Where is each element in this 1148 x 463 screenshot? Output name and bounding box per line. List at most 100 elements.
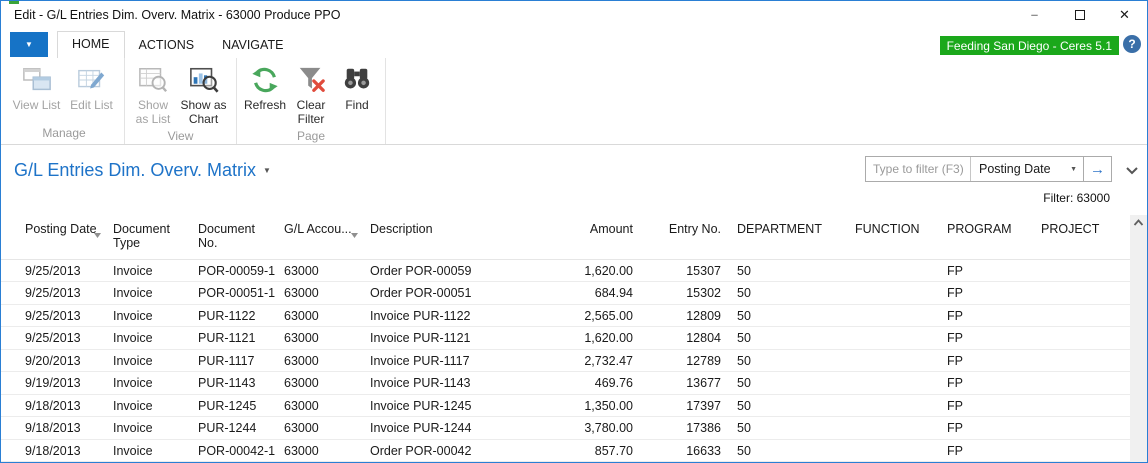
cell-function[interactable] bbox=[847, 416, 939, 440]
cell-department[interactable]: 50 bbox=[729, 349, 847, 373]
cell-function[interactable] bbox=[847, 394, 939, 418]
cell-function[interactable] bbox=[847, 281, 939, 305]
cell-document_type[interactable]: Invoice bbox=[105, 349, 190, 373]
cell-department[interactable]: 50 bbox=[729, 326, 847, 350]
vertical-scrollbar[interactable] bbox=[1130, 215, 1147, 462]
cell-function[interactable] bbox=[847, 304, 939, 328]
cell-posting_date[interactable]: 9/20/2013 bbox=[17, 349, 105, 373]
col-project[interactable]: PROJECT bbox=[1033, 215, 1130, 260]
cell-posting_date[interactable]: 9/19/2013 bbox=[17, 371, 105, 395]
col-gl-account[interactable]: G/L Accou... bbox=[276, 215, 362, 260]
cell-department[interactable]: 50 bbox=[729, 304, 847, 328]
cell-program[interactable]: FP bbox=[939, 326, 1033, 350]
cell-project[interactable] bbox=[1033, 349, 1130, 373]
show-as-list-button[interactable]: Show as List bbox=[130, 63, 176, 128]
cell-gl_account[interactable]: 63000 bbox=[276, 416, 362, 440]
cell-gl_account[interactable]: 63000 bbox=[276, 394, 362, 418]
cell-function[interactable] bbox=[847, 259, 939, 283]
cell-gl_account[interactable]: 63000 bbox=[276, 259, 362, 283]
cell-posting_date[interactable]: 9/25/2013 bbox=[17, 281, 105, 305]
tab-home[interactable]: HOME bbox=[57, 31, 125, 58]
cell-program[interactable]: FP bbox=[939, 394, 1033, 418]
cell-gl_account[interactable]: 63000 bbox=[276, 439, 362, 462]
refresh-button[interactable]: Refresh bbox=[242, 63, 288, 114]
cell-document_type[interactable]: Invoice bbox=[105, 326, 190, 350]
cell-project[interactable] bbox=[1033, 326, 1130, 350]
row-selector[interactable] bbox=[1, 371, 17, 395]
cell-description[interactable]: Order POR-00059 bbox=[362, 259, 546, 283]
table-row[interactable]: 9/25/2013 Invoice PUR-1122 63000 Invoice PUR… bbox=[1, 304, 1130, 328]
cell-document_type[interactable]: Invoice bbox=[105, 394, 190, 418]
cell-amount[interactable]: 684.94 bbox=[546, 281, 641, 305]
cell-entry_no[interactable]: 15307 bbox=[641, 259, 729, 283]
cell-amount[interactable]: 1,350.00 bbox=[546, 394, 641, 418]
table-row[interactable]: 9/19/2013 Invoice PUR-1143 63000 Invoice PUR… bbox=[1, 371, 1130, 395]
cell-entry_no[interactable]: 16633 bbox=[641, 439, 729, 462]
cell-posting_date[interactable]: 9/18/2013 bbox=[17, 439, 105, 462]
cell-gl_account[interactable]: 63000 bbox=[276, 371, 362, 395]
cell-entry_no[interactable]: 13677 bbox=[641, 371, 729, 395]
cell-function[interactable] bbox=[847, 371, 939, 395]
cell-program[interactable]: FP bbox=[939, 439, 1033, 462]
page-title[interactable]: G/L Entries Dim. Overv. Matrix ▼ bbox=[14, 160, 271, 181]
help-button[interactable]: ? bbox=[1123, 35, 1141, 53]
show-as-chart-button[interactable]: Show as Chart bbox=[176, 63, 231, 128]
cell-amount[interactable]: 2,732.47 bbox=[546, 349, 641, 373]
col-department[interactable]: DEPARTMENT bbox=[729, 215, 847, 260]
cell-function[interactable] bbox=[847, 349, 939, 373]
cell-posting_date[interactable]: 9/25/2013 bbox=[17, 326, 105, 350]
row-selector[interactable] bbox=[1, 304, 17, 328]
col-posting-date[interactable]: Posting Date bbox=[17, 215, 105, 260]
cell-description[interactable]: Invoice PUR-1143 bbox=[362, 371, 546, 395]
col-program[interactable]: PROGRAM bbox=[939, 215, 1033, 260]
cell-program[interactable]: FP bbox=[939, 349, 1033, 373]
maximize-button[interactable] bbox=[1057, 1, 1102, 28]
cell-project[interactable] bbox=[1033, 281, 1130, 305]
filter-field-select[interactable]: Posting Date ▼ bbox=[970, 157, 1083, 181]
cell-gl_account[interactable]: 63000 bbox=[276, 281, 362, 305]
sort-icon[interactable] bbox=[350, 228, 359, 242]
app-menu-button[interactable]: ▼ bbox=[10, 32, 48, 57]
cell-project[interactable] bbox=[1033, 259, 1130, 283]
view-list-button[interactable]: View List bbox=[9, 63, 64, 114]
row-selector[interactable] bbox=[1, 349, 17, 373]
row-selector[interactable] bbox=[1, 394, 17, 418]
table-row[interactable]: 9/25/2013 Invoice PUR-1121 63000 Invoice PUR… bbox=[1, 326, 1130, 350]
cell-posting_date[interactable]: 9/25/2013 bbox=[17, 259, 105, 283]
cell-document_type[interactable]: Invoice bbox=[105, 371, 190, 395]
scroll-up-icon[interactable] bbox=[1133, 219, 1144, 227]
cell-function[interactable] bbox=[847, 439, 939, 462]
cell-entry_no[interactable]: 12804 bbox=[641, 326, 729, 350]
close-button[interactable]: ✕ bbox=[1102, 1, 1147, 28]
cell-amount[interactable]: 2,565.00 bbox=[546, 304, 641, 328]
table-row[interactable]: 9/25/2013 Invoice POR-00051-1 63000 Order PO… bbox=[1, 281, 1130, 305]
cell-program[interactable]: FP bbox=[939, 259, 1033, 283]
cell-document_no[interactable]: POR-00059-1 bbox=[190, 259, 276, 283]
cell-posting_date[interactable]: 9/18/2013 bbox=[17, 394, 105, 418]
clear-filter-button[interactable]: Clear Filter bbox=[288, 63, 334, 128]
cell-program[interactable]: FP bbox=[939, 281, 1033, 305]
tab-navigate[interactable]: NAVIGATE bbox=[222, 38, 284, 52]
edit-list-button[interactable]: Edit List bbox=[64, 63, 119, 114]
cell-entry_no[interactable]: 15302 bbox=[641, 281, 729, 305]
col-amount[interactable]: Amount bbox=[546, 215, 641, 260]
row-selector[interactable] bbox=[1, 281, 17, 305]
cell-department[interactable]: 50 bbox=[729, 259, 847, 283]
cell-description[interactable]: Order POR-00051 bbox=[362, 281, 546, 305]
table-row[interactable]: 9/18/2013 Invoice PUR-1244 63000 Invoice PUR… bbox=[1, 416, 1130, 440]
filter-input[interactable] bbox=[866, 157, 970, 181]
col-description[interactable]: Description bbox=[362, 215, 546, 260]
cell-document_no[interactable]: PUR-1122 bbox=[190, 304, 276, 328]
cell-entry_no[interactable]: 12789 bbox=[641, 349, 729, 373]
col-entry-no[interactable]: Entry No. bbox=[641, 215, 729, 260]
cell-project[interactable] bbox=[1033, 439, 1130, 462]
cell-function[interactable] bbox=[847, 326, 939, 350]
find-button[interactable]: Find bbox=[334, 63, 380, 114]
cell-entry_no[interactable]: 17397 bbox=[641, 394, 729, 418]
cell-entry_no[interactable]: 12809 bbox=[641, 304, 729, 328]
row-selector[interactable] bbox=[1, 326, 17, 350]
cell-document_type[interactable]: Invoice bbox=[105, 416, 190, 440]
cell-project[interactable] bbox=[1033, 304, 1130, 328]
row-selector[interactable] bbox=[1, 439, 17, 462]
cell-entry_no[interactable]: 17386 bbox=[641, 416, 729, 440]
